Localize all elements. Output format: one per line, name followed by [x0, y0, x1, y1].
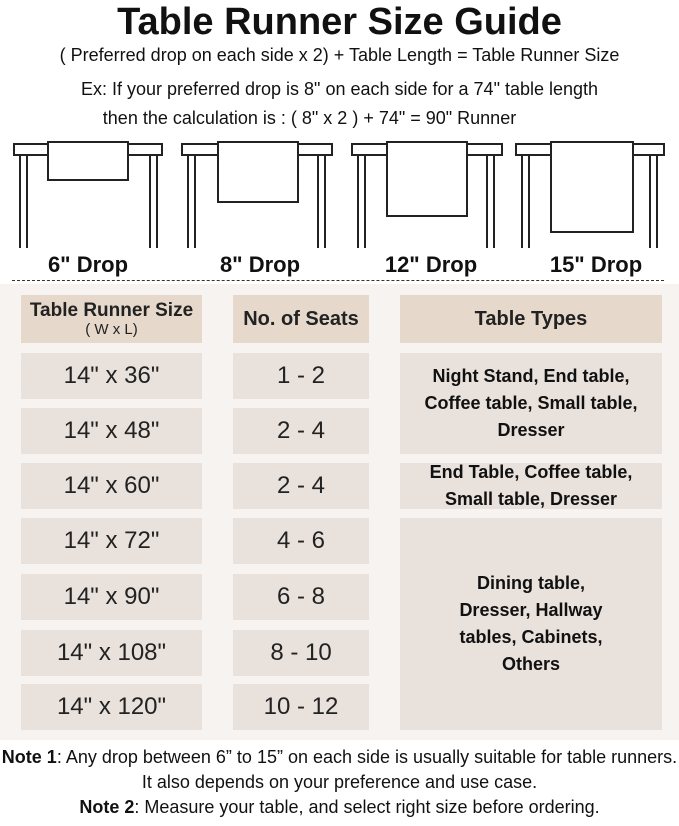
types-cell: Dining table, Dresser, Hallway tables, C…	[400, 518, 662, 730]
header-size-sub: ( W x L)	[85, 321, 138, 338]
table-15-drop	[515, 141, 665, 248]
note-2-text: : Measure your table, and select right s…	[134, 797, 600, 817]
example-line-2: then the calculation is : ( 8" x 2 ) + 7…	[102, 108, 517, 128]
drop-label: 6" Drop	[47, 252, 129, 277]
seats-cell: 2 - 4	[233, 463, 369, 509]
size-cell: 14" x 36"	[21, 353, 202, 399]
seats-cell: 1 - 2	[233, 353, 369, 399]
drop-label: 15" Drop	[549, 252, 643, 277]
types-cell: End Table, Coffee table, Small table, Dr…	[400, 462, 662, 509]
size-cell: 14" x 48"	[21, 408, 202, 454]
note-1-label: Note 1	[1, 747, 57, 767]
seats-cell: 4 - 6	[233, 518, 369, 564]
note-2: Note 2: Measure your table, and select r…	[0, 795, 679, 820]
note-1: Note 1: Any drop between 6” to 15” on ea…	[0, 745, 679, 795]
size-cell: 14" x 120"	[21, 684, 202, 730]
drop-label: 8" Drop	[219, 252, 301, 277]
note-2-label: Note 2	[79, 797, 135, 817]
notes: Note 1: Any drop between 6” to 15” on ea…	[0, 745, 679, 820]
size-cell: 14" x 72"	[21, 518, 202, 564]
types-cell: Night Stand, End table, Coffee table, Sm…	[400, 353, 662, 454]
size-cell: 14" x 108"	[21, 630, 202, 676]
table-8-drop	[181, 141, 333, 248]
header-size-label: Table Runner Size	[29, 300, 194, 321]
header-seats: No. of Seats	[233, 295, 369, 343]
header-size: Table Runner Size( W x L)	[21, 295, 202, 343]
table-12-drop	[351, 141, 503, 248]
note-1-text: : Any drop between 6” to 15” on each sid…	[56, 747, 678, 792]
divider	[12, 280, 664, 281]
header-types: Table Types	[400, 295, 662, 343]
size-cell: 14" x 60"	[21, 463, 202, 509]
size-cell: 14" x 90"	[21, 574, 202, 620]
example-line-1: Ex: If your preferred drop is 8" on each…	[80, 79, 599, 99]
table-6-drop	[13, 141, 163, 248]
drop-label: 12" Drop	[384, 252, 478, 277]
formula: ( Preferred drop on each side x 2) + Tab…	[59, 45, 620, 65]
seats-cell: 10 - 12	[233, 684, 369, 730]
seats-cell: 2 - 4	[233, 408, 369, 454]
size-table: Table Runner Size( W x L) No. of Seats T…	[0, 284, 679, 740]
seats-cell: 6 - 8	[233, 574, 369, 620]
drop-diagrams	[13, 141, 665, 248]
seats-cell: 8 - 10	[233, 630, 369, 676]
page-title: Table Runner Size Guide	[117, 1, 562, 43]
